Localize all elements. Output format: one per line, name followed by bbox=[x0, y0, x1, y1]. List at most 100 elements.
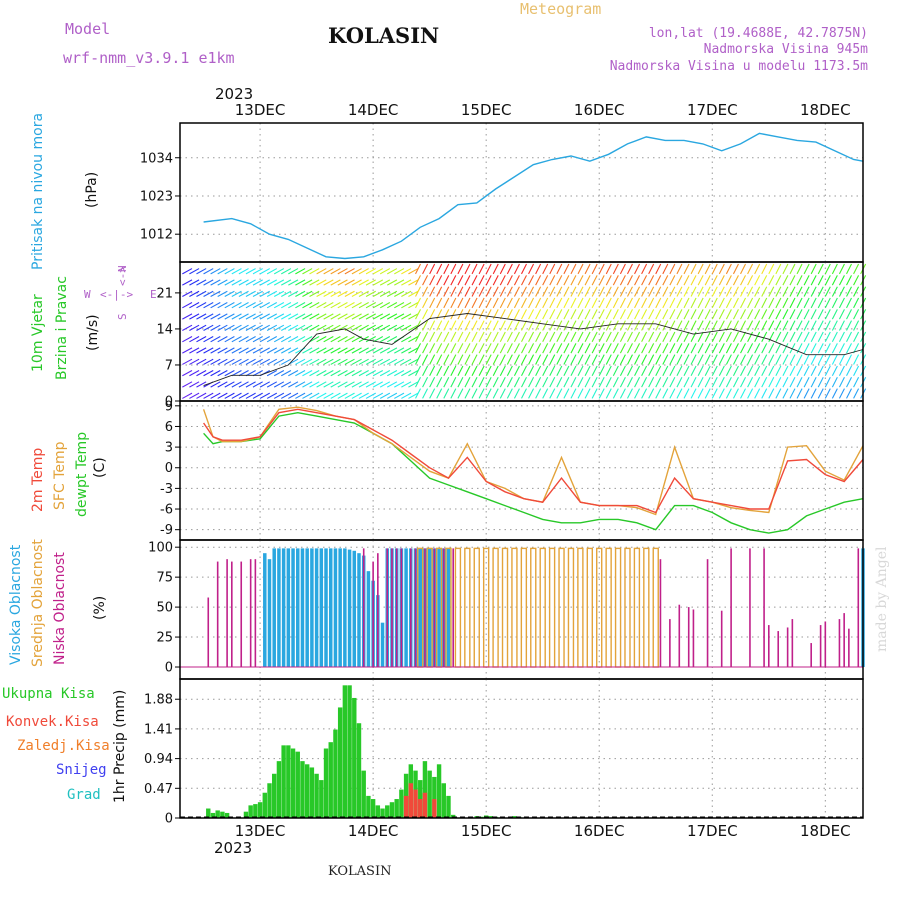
wind-barb bbox=[775, 365, 782, 377]
wind-barb bbox=[252, 392, 263, 399]
wind-barb bbox=[316, 358, 327, 365]
wind-barb bbox=[492, 263, 499, 275]
wind-barb bbox=[796, 365, 803, 377]
wind-barb bbox=[754, 275, 761, 286]
wind-barb bbox=[704, 343, 711, 354]
wind-barb bbox=[577, 286, 584, 297]
total-precip-bar bbox=[220, 811, 225, 818]
wind-barb bbox=[245, 336, 256, 343]
wind-barb bbox=[330, 268, 341, 275]
wind-barb bbox=[725, 286, 732, 297]
wind-barb bbox=[803, 320, 810, 331]
wind-barb bbox=[612, 354, 619, 365]
svg-text:<-|->: <-|-> bbox=[100, 288, 133, 301]
wind-barb bbox=[203, 302, 214, 309]
wind-barb bbox=[853, 377, 860, 388]
wind-barb bbox=[379, 290, 391, 297]
wind-barb bbox=[824, 286, 831, 297]
wind-barb bbox=[379, 279, 391, 286]
total-precip-bar bbox=[436, 764, 442, 818]
wind-barb bbox=[394, 381, 405, 388]
wind-barb bbox=[619, 286, 626, 297]
wind-barb bbox=[570, 388, 577, 399]
wind-barb bbox=[690, 365, 697, 377]
wind-barb bbox=[288, 324, 299, 331]
wind-barb bbox=[711, 377, 718, 388]
wind-barb bbox=[831, 275, 838, 286]
wind-barb bbox=[612, 286, 619, 297]
wind-barb bbox=[605, 343, 612, 354]
total-precip-bar bbox=[342, 685, 348, 818]
wind-barb bbox=[266, 370, 278, 377]
wind-barb bbox=[549, 331, 556, 343]
wind-barb bbox=[789, 297, 796, 309]
wind-barb bbox=[697, 388, 704, 399]
wind-barb bbox=[478, 263, 485, 275]
wind-barb bbox=[810, 343, 817, 354]
wind-barb bbox=[429, 331, 436, 343]
wind-barb bbox=[386, 347, 398, 354]
svg-text:W: W bbox=[84, 288, 91, 301]
wind-barb bbox=[683, 354, 690, 365]
wind-barb bbox=[683, 331, 690, 343]
wind-barb bbox=[669, 309, 676, 320]
total-precip-bar bbox=[512, 816, 517, 818]
wind-barb bbox=[351, 302, 362, 309]
high-cloud-bar bbox=[446, 548, 451, 668]
wind-barb bbox=[591, 331, 598, 343]
wind-barb bbox=[747, 354, 754, 365]
wind-barb bbox=[231, 302, 242, 309]
wind-barb bbox=[429, 388, 436, 399]
wind-barb bbox=[810, 275, 817, 286]
wind-barb bbox=[612, 297, 619, 309]
wind-barb bbox=[563, 297, 570, 309]
wind-barb bbox=[478, 320, 485, 331]
wind-barb bbox=[824, 263, 831, 275]
wind-barb bbox=[570, 297, 577, 309]
wind-barb bbox=[697, 365, 704, 377]
wind-barb bbox=[761, 331, 768, 343]
wind-barb bbox=[690, 297, 697, 309]
wind-barb bbox=[626, 377, 633, 388]
wind-barb bbox=[231, 381, 242, 388]
wind-barb bbox=[782, 377, 789, 388]
mid-cloud-bar bbox=[501, 547, 509, 668]
high-cloud-bar bbox=[286, 548, 291, 668]
wind-barb bbox=[436, 343, 443, 354]
wind-barb bbox=[196, 279, 207, 286]
low-cloud-bar bbox=[720, 610, 723, 668]
wind-barb bbox=[761, 365, 768, 377]
wind-barb bbox=[598, 365, 605, 377]
wind-barb bbox=[273, 290, 285, 297]
wind-barb bbox=[803, 309, 810, 320]
wind-barb bbox=[634, 365, 641, 377]
wind-barb bbox=[506, 354, 513, 365]
wind-barb bbox=[330, 302, 341, 309]
wind-barb bbox=[210, 279, 221, 286]
total-precip-bar bbox=[276, 761, 282, 818]
low-cloud-bar bbox=[678, 604, 681, 668]
wind-barb bbox=[690, 309, 697, 320]
wind-barb bbox=[217, 268, 228, 275]
wind-barb bbox=[612, 320, 619, 331]
cloud-title-3: Niska Oblacnost bbox=[52, 552, 68, 665]
wind-barb bbox=[542, 354, 549, 365]
wind-barb bbox=[302, 392, 313, 399]
precip-frame bbox=[179, 678, 864, 819]
wind-barb bbox=[782, 297, 789, 309]
high-cloud-bar bbox=[310, 548, 314, 668]
wind-barb bbox=[584, 275, 591, 286]
wind-barb bbox=[754, 286, 761, 297]
wind-barb bbox=[846, 377, 852, 388]
wind-ytick-label: 14 bbox=[156, 322, 173, 337]
wind-barb bbox=[450, 343, 457, 354]
wind-barb bbox=[549, 263, 556, 275]
wind-barb bbox=[662, 377, 669, 388]
wind-barb bbox=[796, 263, 803, 275]
wind-barb bbox=[259, 358, 270, 365]
high-cloud-bar bbox=[338, 548, 342, 668]
wind-barb bbox=[182, 392, 193, 399]
date-label-top: 15DEC bbox=[461, 101, 512, 119]
wind-barb bbox=[337, 370, 348, 377]
